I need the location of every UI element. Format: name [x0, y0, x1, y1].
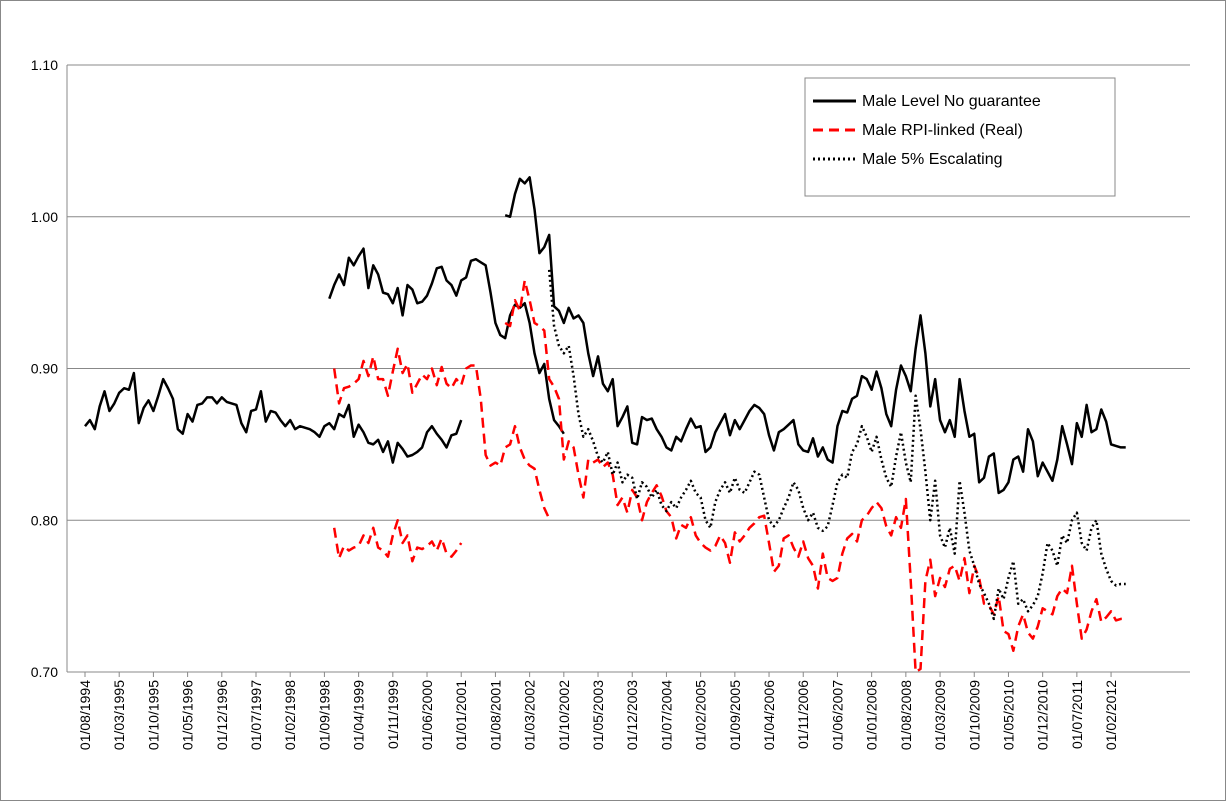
x-tick-label: 01/10/2002: [556, 680, 572, 750]
x-tick-label: 01/03/2002: [522, 680, 538, 750]
x-tick-label: 01/10/2009: [966, 680, 982, 750]
x-tick-label: 01/12/2003: [624, 680, 640, 750]
x-tick-label: 01/03/1995: [111, 680, 127, 750]
x-tick-label: 01/09/1998: [316, 680, 332, 750]
x-tick-label: 01/09/2005: [727, 680, 743, 750]
y-tick-label: 0.70: [31, 664, 58, 680]
legend-label: Male Level No guarantee: [862, 93, 1041, 110]
legend-box: [804, 77, 1116, 197]
x-tick-label: 01/04/2006: [761, 680, 777, 750]
x-tick-label: 01/06/2007: [829, 680, 845, 750]
x-tick-label: 01/10/1995: [145, 680, 161, 750]
x-tick-label: 01/05/1996: [180, 680, 196, 750]
x-tick-label: 01/08/1994: [77, 680, 93, 750]
y-tick-label: 0.80: [31, 512, 58, 528]
series-line: [328, 247, 565, 435]
x-tick-label: 01/02/2012: [1103, 680, 1119, 750]
y-tick-label: 1.00: [31, 209, 58, 225]
legend-label: Male RPI-linked (Real): [862, 122, 1023, 139]
y-tick-label: 1.10: [31, 57, 58, 73]
x-tick-label: 01/02/1998: [282, 680, 298, 750]
series-line: [332, 519, 463, 563]
x-tick-label: 01/07/1997: [248, 680, 264, 750]
series-line: [332, 347, 551, 520]
x-tick-label: 01/11/2006: [795, 680, 811, 749]
x-tick-label: 01/06/2000: [419, 680, 435, 750]
x-tick-label: 01/08/2008: [898, 680, 914, 750]
series-line: [504, 279, 1126, 674]
x-tick-label: 01/12/1996: [214, 680, 230, 750]
x-tick-label: 01/01/2008: [864, 680, 880, 750]
x-tick-label: 01/12/2010: [1035, 680, 1051, 750]
y-tick-label: 0.90: [31, 361, 58, 377]
x-tick-label: 01/02/2005: [693, 680, 709, 750]
series-line: [84, 371, 463, 464]
x-tick-label: 01/05/2010: [1000, 680, 1016, 750]
x-tick-label: 01/08/2001: [487, 680, 503, 750]
x-tick-label: 01/07/2004: [658, 680, 674, 750]
legend-label: Male 5% Escalating: [862, 151, 1003, 168]
x-tick-label: 01/01/2001: [453, 680, 469, 750]
x-tick-label: 01/03/2009: [932, 680, 948, 750]
x-tick-label: 01/11/1999: [385, 680, 401, 749]
x-tick-label: 01/04/1999: [351, 680, 367, 750]
series-line: [504, 176, 1126, 495]
x-tick-label: 01/05/2003: [590, 680, 606, 750]
x-tick-label: 01/07/2011: [1069, 680, 1085, 749]
